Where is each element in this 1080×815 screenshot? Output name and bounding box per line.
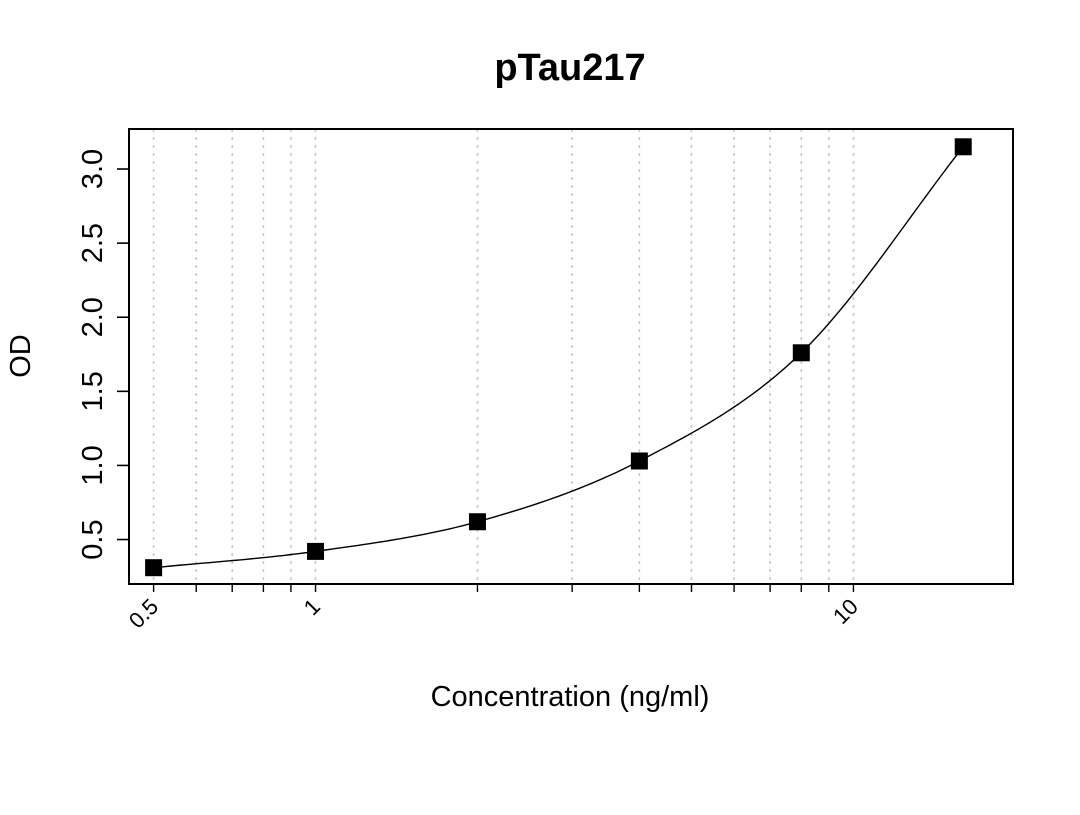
data-point <box>468 513 486 531</box>
data-point <box>792 344 810 362</box>
chart-title: pTau217 <box>494 47 645 89</box>
x-tick-label: 1 <box>299 594 325 620</box>
data-point <box>145 559 163 577</box>
data-point <box>307 542 325 560</box>
y-tick-label: 3.0 <box>77 149 109 189</box>
y-tick-label: 1.0 <box>77 445 109 485</box>
x-axis: 0.5 1 10 <box>124 584 863 633</box>
data-point <box>954 138 972 156</box>
x-tick-label: 10 <box>828 594 863 629</box>
grid-layer <box>152 129 855 584</box>
y-tick-label: 2.5 <box>77 223 109 263</box>
plot-frame <box>128 128 1014 585</box>
x-axis-label: Concentration (ng/ml) <box>431 681 710 713</box>
y-tick-label: 2.0 <box>77 297 109 337</box>
y-tick-label: 0.5 <box>77 519 109 559</box>
y-axis: 0.5 1.0 1.5 2.0 2.5 3.0 <box>77 149 129 560</box>
y-axis-label: OD <box>5 334 37 378</box>
points-layer <box>145 138 972 577</box>
fit-curve <box>153 146 964 569</box>
data-point <box>630 452 648 470</box>
y-tick-label: 1.5 <box>77 371 109 411</box>
x-tick-label: 0.5 <box>124 594 163 633</box>
